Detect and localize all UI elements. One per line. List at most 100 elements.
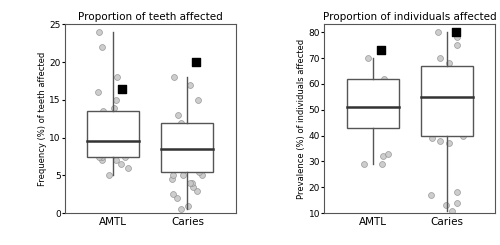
Point	[186, 151, 194, 155]
Point	[98, 155, 106, 159]
Point	[102, 136, 110, 140]
Point	[428, 136, 436, 140]
Point	[107, 136, 115, 140]
Point	[436, 56, 444, 60]
Point	[451, 103, 459, 107]
Point	[112, 151, 120, 155]
Point	[186, 181, 194, 185]
Bar	[162, 122, 214, 172]
Point	[98, 132, 106, 136]
Point	[102, 128, 110, 132]
Point	[190, 128, 198, 132]
Point	[453, 191, 461, 195]
Point	[454, 201, 462, 205]
Point	[181, 136, 189, 140]
Point	[372, 118, 380, 122]
Point	[448, 208, 456, 212]
Point	[457, 95, 465, 99]
Point	[185, 155, 193, 159]
Point	[442, 203, 450, 207]
Point	[105, 173, 113, 177]
Point	[118, 113, 126, 117]
Point	[113, 136, 121, 140]
Point	[364, 56, 372, 60]
Point	[354, 98, 362, 101]
Point	[110, 139, 118, 143]
Point	[445, 141, 453, 145]
Point	[453, 77, 461, 81]
Point	[188, 181, 196, 185]
Title: Proportion of teeth affected: Proportion of teeth affected	[78, 12, 223, 22]
Point	[179, 173, 187, 177]
Point	[103, 139, 111, 143]
Point	[367, 121, 375, 125]
Point	[459, 134, 467, 138]
Point	[108, 121, 116, 124]
Point	[186, 143, 194, 147]
Point	[170, 192, 177, 196]
Point	[444, 87, 452, 91]
Point	[120, 147, 128, 151]
Point	[194, 98, 202, 102]
Point	[100, 109, 108, 113]
Point	[444, 61, 452, 65]
Point	[193, 139, 201, 143]
Point	[453, 43, 461, 47]
Point	[440, 92, 448, 96]
Point	[172, 132, 180, 136]
Point	[454, 36, 462, 39]
Bar	[88, 111, 139, 157]
Point	[169, 166, 177, 170]
Point	[378, 113, 386, 117]
Point	[198, 173, 206, 177]
Point	[354, 82, 362, 86]
Point	[110, 106, 118, 110]
Point	[177, 143, 185, 147]
Point	[105, 128, 113, 132]
Point	[174, 113, 182, 117]
Point	[170, 75, 178, 79]
Point	[376, 103, 384, 107]
Point	[188, 158, 196, 162]
Point	[99, 143, 107, 147]
Point	[169, 128, 177, 132]
Point	[426, 131, 434, 135]
Point	[378, 162, 386, 166]
Bar	[346, 79, 399, 128]
Point	[186, 83, 194, 87]
Y-axis label: Prevalence (%) of individuals affected: Prevalence (%) of individuals affected	[297, 39, 306, 199]
Point	[458, 90, 466, 94]
Point	[121, 155, 129, 159]
Point	[117, 162, 125, 166]
Point	[98, 45, 106, 49]
Point	[124, 166, 132, 170]
Point	[442, 95, 450, 99]
Point	[373, 105, 381, 109]
Point	[193, 189, 201, 193]
Point	[428, 193, 436, 197]
Point	[452, 108, 460, 112]
Point	[384, 123, 392, 127]
Point	[118, 87, 126, 91]
Point	[360, 162, 368, 166]
Point	[184, 204, 192, 208]
Point	[384, 152, 392, 156]
Point	[116, 151, 124, 155]
Point	[362, 95, 370, 99]
Point	[378, 48, 386, 52]
Point	[176, 121, 184, 124]
Y-axis label: Frequency (%) of teeth affected: Frequency (%) of teeth affected	[38, 52, 46, 186]
Point	[176, 208, 184, 211]
Point	[94, 151, 102, 155]
Title: Proportion of individuals affected: Proportion of individuals affected	[323, 12, 496, 22]
Point	[168, 177, 176, 181]
Point	[180, 143, 188, 147]
Point	[430, 82, 438, 86]
Point	[196, 166, 203, 170]
Point	[196, 170, 203, 174]
Point	[176, 147, 184, 151]
Point	[169, 173, 177, 177]
Point	[172, 136, 180, 140]
Point	[100, 143, 108, 147]
Point	[439, 98, 447, 101]
